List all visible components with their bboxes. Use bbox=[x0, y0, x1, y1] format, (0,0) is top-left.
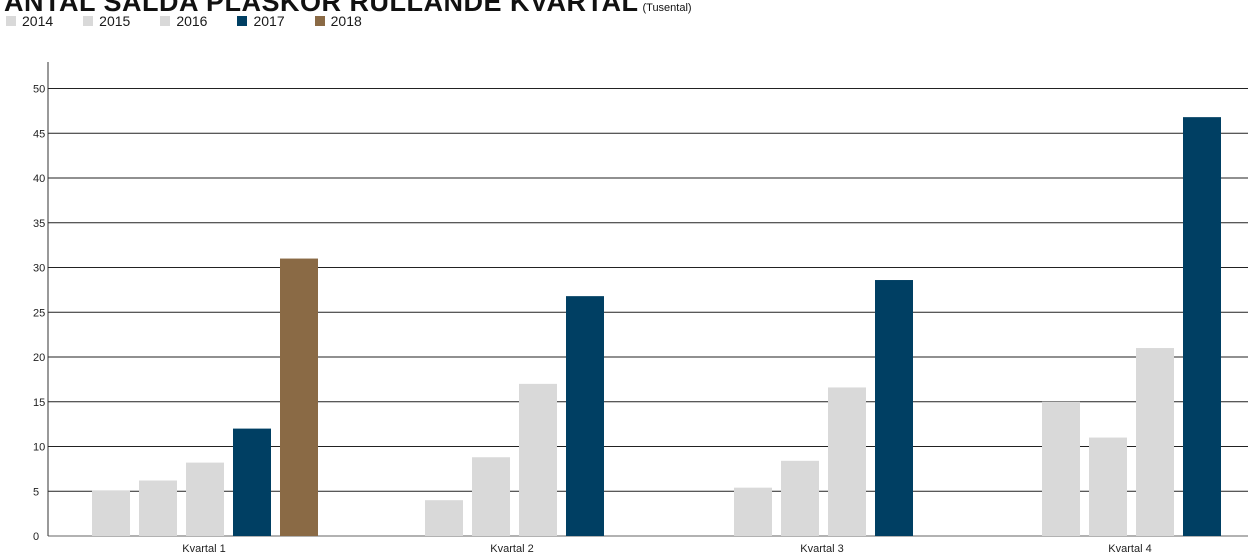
y-tick-label: 0 bbox=[33, 531, 39, 543]
bar bbox=[781, 460, 819, 536]
chart-title-text: ANTAL SÅLDA PLASKOR RULLANDE KVARTAL bbox=[4, 0, 639, 17]
legend-label: 2015 bbox=[99, 13, 131, 29]
x-axis: Kvartal 1 Kvartal 2 Kvartal 3 Kvartal 4 bbox=[182, 543, 1151, 555]
legend-item-2017: 2017 bbox=[237, 12, 285, 30]
legend-label: 2018 bbox=[330, 13, 362, 29]
y-tick-label: 15 bbox=[33, 397, 45, 409]
y-tick-label: 40 bbox=[33, 173, 45, 185]
bar bbox=[186, 462, 224, 536]
legend-label: 2017 bbox=[253, 13, 285, 29]
bar bbox=[828, 387, 866, 536]
bar bbox=[139, 480, 177, 536]
legend-label: 2016 bbox=[176, 13, 208, 29]
legend-item-2015: 2015 bbox=[83, 12, 130, 30]
chart-title: ANTAL SÅLDA PLASKOR RULLANDE KVARTAL (Tus… bbox=[4, 0, 692, 24]
legend-item-2016: 2016 bbox=[160, 12, 207, 30]
y-axis: 0 5 10 15 20 25 30 35 40 45 50 bbox=[33, 62, 49, 543]
bar bbox=[1089, 437, 1127, 536]
bar bbox=[1136, 348, 1174, 536]
bars bbox=[92, 117, 1221, 536]
y-tick-label: 35 bbox=[33, 218, 45, 230]
y-tick-label: 20 bbox=[33, 352, 45, 364]
y-tick-label: 5 bbox=[33, 486, 39, 498]
x-category-label: Kvartal 1 bbox=[182, 543, 225, 555]
legend-swatch bbox=[314, 16, 325, 26]
legend-swatch bbox=[6, 16, 16, 26]
y-tick-label: 45 bbox=[33, 128, 45, 140]
bar bbox=[92, 490, 130, 536]
y-tick-label: 30 bbox=[33, 263, 45, 275]
bar bbox=[875, 280, 913, 536]
x-category-label: Kvartal 4 bbox=[1108, 543, 1151, 555]
legend-item-2018: 2018 bbox=[314, 12, 362, 30]
bar bbox=[1042, 401, 1080, 536]
chart-subtitle: (Tusental) bbox=[642, 2, 692, 14]
bar bbox=[566, 296, 604, 536]
x-category-label: Kvartal 3 bbox=[800, 543, 843, 555]
bar bbox=[425, 500, 463, 536]
x-category-label: Kvartal 2 bbox=[490, 543, 533, 555]
y-tick-label: 50 bbox=[33, 84, 45, 96]
y-tick-label: 25 bbox=[33, 307, 45, 319]
bar bbox=[519, 383, 557, 536]
bar bbox=[472, 457, 510, 536]
bar bbox=[734, 487, 772, 536]
chart-legend: 2014 2015 2016 2017 2018 bbox=[6, 12, 362, 30]
y-tick-label: 10 bbox=[33, 442, 45, 454]
legend-swatch bbox=[237, 16, 248, 26]
bar bbox=[280, 258, 318, 536]
legend-swatch bbox=[83, 16, 94, 26]
legend-item-2014: 2014 bbox=[6, 12, 53, 30]
legend-swatch bbox=[160, 16, 171, 26]
legend-label: 2014 bbox=[22, 13, 54, 29]
bar bbox=[233, 428, 271, 536]
bar bbox=[1183, 117, 1221, 536]
